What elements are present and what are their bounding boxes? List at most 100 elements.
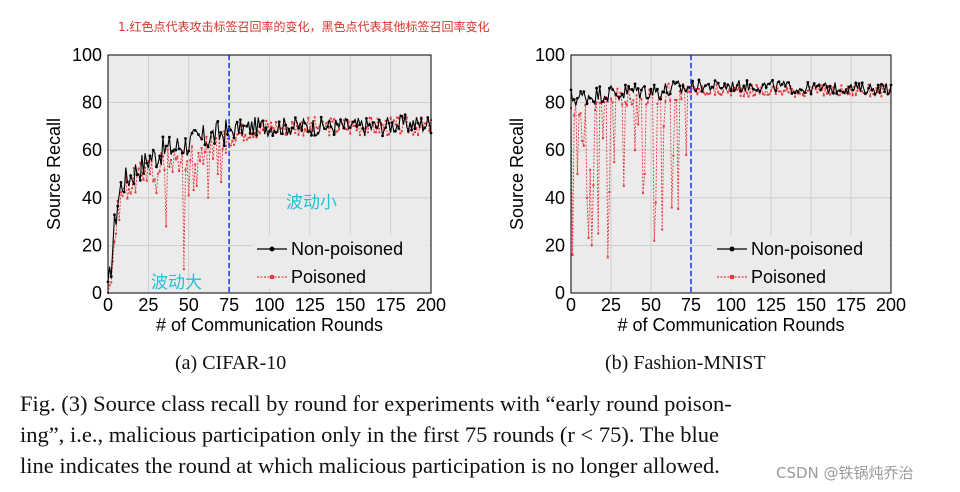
data-point-poisoned [262,129,265,132]
caption-line-3: line indicates the round at which malici… [20,453,720,478]
data-point-non-poisoned [216,120,220,123]
data-point-non-poisoned [627,84,630,88]
data-point-non-poisoned [592,100,595,103]
data-point-poisoned [829,93,832,96]
data-point-poisoned [144,166,147,169]
data-point-poisoned [126,197,129,200]
data-point-poisoned [749,91,752,94]
data-point-poisoned [129,192,132,195]
data-point-poisoned [108,284,111,287]
data-point-non-poisoned [190,131,194,135]
x-tick-label: 0 [566,295,576,315]
data-point-poisoned [304,128,307,131]
data-point-non-poisoned [171,149,175,153]
data-point-non-poisoned [268,130,271,133]
data-point-poisoned [273,131,276,134]
data-point-non-poisoned [777,80,781,84]
data-point-poisoned [347,120,350,123]
data-point-poisoned [862,92,865,95]
data-point-poisoned [402,116,405,119]
data-point-poisoned [779,90,782,93]
data-point-poisoned [253,132,256,135]
data-point-non-poisoned [293,116,297,120]
data-point-non-poisoned [790,92,794,95]
data-point-poisoned [640,98,643,101]
data-point-poisoned [728,88,731,91]
data-point-poisoned [587,236,590,239]
data-point-poisoned [421,125,424,128]
y-tick-label: 60 [545,140,565,160]
data-point-non-poisoned [841,90,845,94]
data-point-poisoned [635,94,638,97]
data-point-poisoned [778,90,780,93]
data-point-non-poisoned [793,91,797,95]
data-point-poisoned [241,123,244,126]
data-point-non-poisoned [371,121,375,124]
data-point-non-poisoned [604,97,608,101]
data-point-poisoned [350,120,353,123]
data-point-poisoned [216,173,219,175]
data-point-poisoned [691,85,694,88]
data-point-poisoned [742,95,745,98]
legend-marker [270,275,274,279]
data-point-non-poisoned [598,85,602,89]
figure-caption: Fig. (3) Source class recall by round fo… [20,388,940,481]
data-point-poisoned [255,136,258,139]
data-point-poisoned [329,117,332,120]
data-point-poisoned [208,151,211,154]
data-point-non-poisoned [585,102,589,106]
data-point-poisoned [231,139,234,142]
data-point-non-poisoned [239,118,242,122]
data-point-poisoned [263,127,266,130]
data-point-poisoned [653,239,656,242]
data-point-poisoned [165,225,168,228]
data-point-poisoned [637,123,640,126]
data-point-poisoned [624,101,627,104]
data-point-poisoned [386,134,389,137]
data-point-poisoned [722,90,724,93]
data-point-poisoned [837,94,840,97]
data-point-poisoned [308,127,311,130]
data-point-non-poisoned [274,131,278,134]
data-point-poisoned [581,139,584,142]
data-point-poisoned [179,161,182,164]
data-point-poisoned [654,201,657,204]
data-point-non-poisoned [319,115,323,119]
data-point-non-poisoned [697,78,701,82]
data-point-non-poisoned [646,96,650,100]
data-point-non-poisoned [800,88,803,92]
data-point-non-poisoned [413,127,417,131]
data-point-non-poisoned [832,91,835,95]
data-point-non-poisoned [355,125,359,128]
data-point-poisoned [834,85,836,88]
data-point-poisoned [734,86,737,89]
y-tick-label: 100 [535,45,565,65]
data-point-poisoned [173,150,176,153]
data-point-poisoned [326,121,329,124]
data-point-poisoned [816,91,819,94]
data-point-poisoned [702,91,705,94]
subcaption-a: (a) CIFAR-10 [175,352,287,374]
data-point-poisoned [116,199,119,202]
data-point-poisoned [589,168,592,171]
data-point-non-poisoned [361,127,365,130]
data-point-poisoned [666,85,668,88]
data-point-poisoned [137,167,140,170]
data-point-poisoned [888,89,891,92]
data-point-poisoned [590,244,593,247]
data-point-poisoned [244,133,247,136]
data-point-non-poisoned [803,91,806,95]
data-point-poisoned [276,131,279,134]
data-point-poisoned [762,92,764,95]
data-point-poisoned [851,94,854,97]
data-point-non-poisoned [113,213,116,217]
data-point-non-poisoned [119,181,123,184]
data-point-poisoned [670,206,673,209]
data-point-poisoned [428,130,431,133]
data-point-poisoned [236,133,239,136]
data-point-poisoned [331,120,334,123]
data-point-poisoned [698,87,700,90]
data-point-non-poisoned [397,127,401,130]
data-point-poisoned [805,91,808,94]
data-point-poisoned [346,128,349,131]
